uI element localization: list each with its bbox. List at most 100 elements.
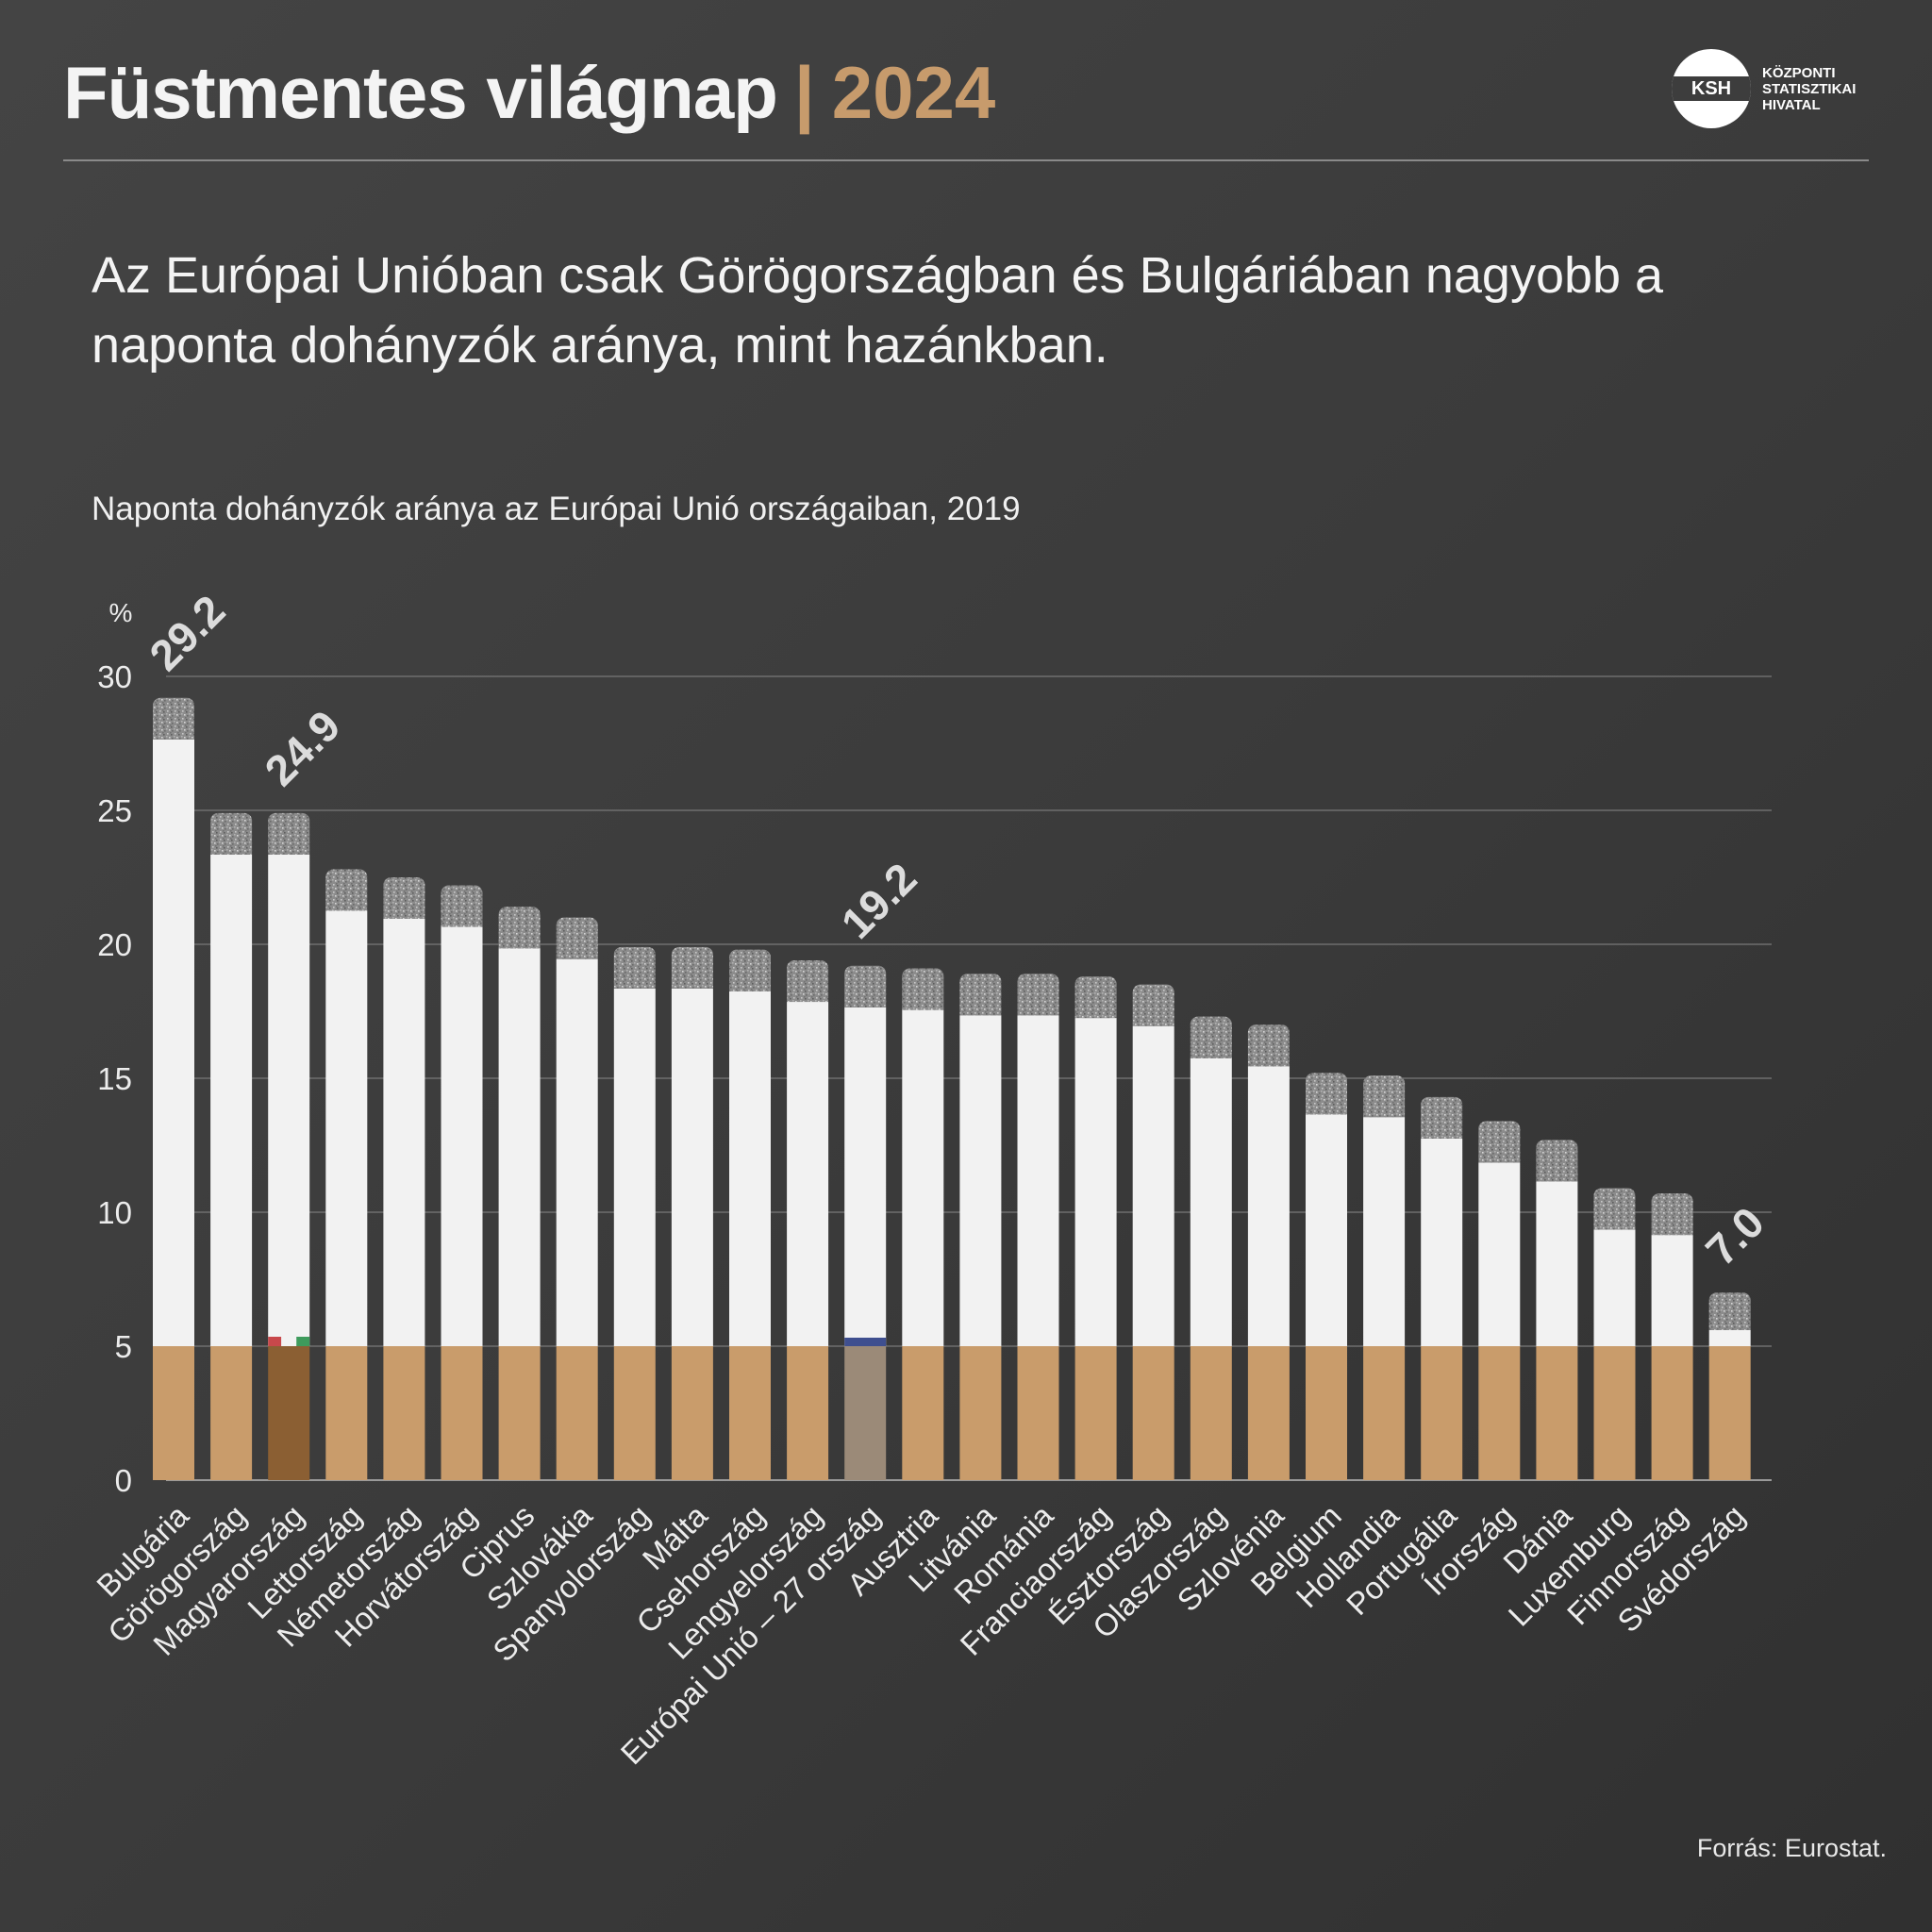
bar-filter — [902, 1346, 944, 1480]
logo-line-3: HIVATAL — [1762, 96, 1821, 113]
bar-ash-base — [268, 846, 310, 855]
source-note: Forrás: Eurostat. — [1696, 1834, 1887, 1862]
bar-ash — [1708, 1292, 1751, 1330]
bar-ash — [556, 917, 598, 959]
bar-ash-base — [1247, 1058, 1290, 1067]
header-divider — [63, 159, 1869, 161]
title-year: 2024 — [831, 50, 996, 134]
bar-paper — [1593, 1229, 1636, 1346]
bar-paper — [1017, 1015, 1059, 1346]
bar-filter — [325, 1346, 368, 1480]
bar-filter — [613, 1346, 656, 1480]
bar-ash — [383, 877, 425, 919]
bar-paper — [556, 958, 598, 1346]
bar-ash-base — [1363, 1109, 1406, 1118]
bar-ash — [1132, 984, 1174, 1026]
data-label: 19.2 — [832, 854, 926, 948]
bar-ash-base — [787, 994, 829, 1003]
bar-ash — [1536, 1140, 1578, 1182]
bar-ash-base — [325, 903, 368, 911]
bar-filter — [1651, 1346, 1693, 1480]
bar-ash-base — [613, 980, 656, 989]
y-unit-label: % — [109, 598, 133, 627]
bar-paper — [1132, 1025, 1174, 1346]
bar-ash-base — [1593, 1222, 1636, 1230]
flag-green — [296, 1337, 310, 1346]
bar-ash — [210, 812, 253, 855]
bar-filter — [383, 1346, 425, 1480]
bar-paper — [1074, 1018, 1117, 1346]
bar-filter — [1421, 1346, 1463, 1480]
y-tick-label: 0 — [115, 1463, 132, 1498]
bar-filter — [1593, 1346, 1636, 1480]
bar-ash-base — [153, 731, 194, 740]
eu-stripe — [844, 1338, 887, 1346]
y-tick-label: 30 — [97, 659, 132, 694]
bar-ash-base — [1190, 1050, 1232, 1058]
bar-filter — [441, 1346, 483, 1480]
bar-ash — [844, 965, 887, 1008]
bar-ash-base — [1074, 1010, 1117, 1019]
bar-ash — [959, 974, 1002, 1016]
bar-ash — [1593, 1188, 1636, 1230]
bar-filter — [1132, 1346, 1174, 1480]
bar-filter — [1074, 1346, 1117, 1480]
bar-ash-base — [383, 911, 425, 919]
bar-paper — [613, 988, 656, 1346]
bar-ash — [441, 885, 483, 927]
bar-paper — [729, 991, 771, 1346]
bar-ash — [153, 697, 194, 740]
page-title: Füstmentes világnap — [63, 50, 778, 134]
bar-ash-base — [729, 983, 771, 991]
data-label: 24.9 — [256, 701, 350, 795]
ksh-logo-icon: KSH — [1672, 49, 1751, 128]
bar-paper — [153, 739, 194, 1346]
y-tick-label: 10 — [97, 1195, 132, 1230]
bar-ash — [1478, 1121, 1521, 1163]
bar-ash — [729, 949, 771, 991]
y-tick-label: 5 — [115, 1329, 132, 1364]
bar-ash-base — [959, 1008, 1002, 1016]
bar-ash-base — [556, 951, 598, 959]
bar-ash-base — [1017, 1008, 1059, 1016]
bar-ash-base — [844, 999, 887, 1008]
bar-paper — [959, 1015, 1002, 1346]
bar-ash — [671, 946, 713, 989]
bar-filter — [210, 1346, 253, 1480]
bar-filter — [1247, 1346, 1290, 1480]
bar-ash-base — [1306, 1107, 1347, 1115]
data-label: 7.0 — [1696, 1197, 1774, 1274]
logo-line-1: KÖZPONTI — [1762, 64, 1836, 81]
bar-filter — [787, 1346, 829, 1480]
bar-ash — [325, 869, 368, 911]
bar-filter — [268, 1346, 310, 1480]
bar-filter — [671, 1346, 713, 1480]
bar-filter — [959, 1346, 1002, 1480]
bar-ash — [1651, 1193, 1693, 1236]
bar-paper — [1478, 1162, 1521, 1346]
bar-paper — [1536, 1181, 1578, 1346]
bar-paper — [268, 854, 310, 1346]
bar-paper — [787, 1002, 829, 1346]
bar-filter — [1536, 1346, 1578, 1480]
bar-ash — [1074, 976, 1117, 1019]
bar-paper — [1421, 1138, 1463, 1346]
bar-ash-base — [671, 980, 713, 989]
bar-ash — [268, 812, 310, 855]
bar-ash — [613, 946, 656, 989]
bar-paper — [1247, 1066, 1290, 1346]
logo-abbr: KSH — [1690, 78, 1732, 99]
data-label: 29.2 — [140, 586, 234, 680]
logo-text: KÖZPONTI STATISZTIKAI HIVATAL — [1762, 65, 1856, 113]
bar-filter — [1017, 1346, 1059, 1480]
bar-paper — [844, 1007, 887, 1346]
bar-filter — [498, 1346, 541, 1480]
bar-ash-base — [210, 846, 253, 855]
headline: Az Európai Unióban csak Görögországban é… — [92, 247, 1664, 374]
bar-paper — [1306, 1114, 1347, 1346]
ksh-logo: KSH KÖZPONTI STATISZTIKAI HIVATAL — [1672, 49, 1856, 128]
bar-filter — [153, 1346, 194, 1480]
bar-filter — [556, 1346, 598, 1480]
bar-paper — [1708, 1329, 1751, 1346]
header: Füstmentes világnap | 2024 — [63, 45, 995, 140]
